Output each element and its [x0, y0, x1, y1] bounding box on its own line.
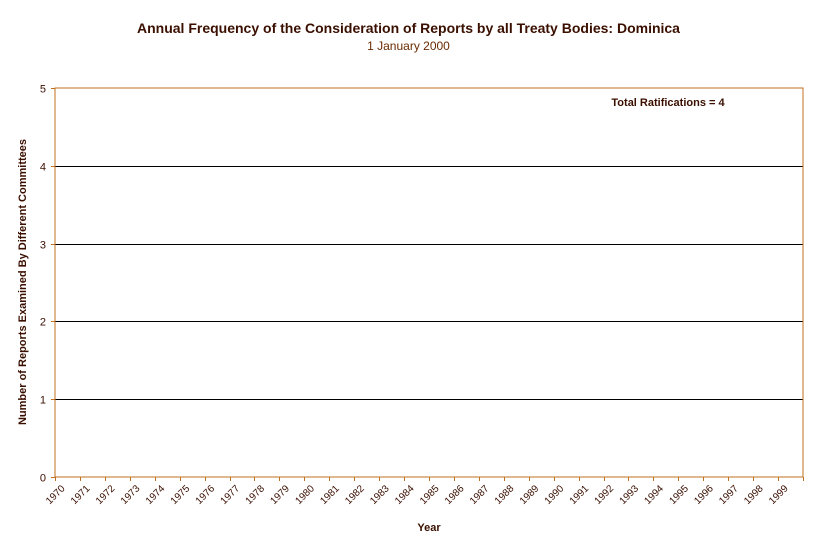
y-tick-label: 4 [40, 162, 46, 174]
x-tick-label: 1976 [194, 483, 218, 507]
x-tick-label: 1994 [642, 483, 666, 507]
x-tick-label: 1970 [44, 483, 68, 507]
y-tick-label: 0 [40, 473, 46, 485]
x-tick-label: 1972 [94, 483, 118, 507]
x-tick-label: 1978 [244, 483, 268, 507]
gridlines [55, 166, 803, 400]
x-tick-label: 1996 [692, 483, 716, 507]
y-tick-labels: 0 1 2 3 4 5 [40, 84, 46, 485]
x-tick-label: 1985 [418, 483, 442, 507]
x-tick-label: 1991 [568, 483, 592, 507]
y-tick-label: 1 [40, 395, 46, 407]
x-tick-label: 1983 [368, 483, 392, 507]
axes [51, 87, 804, 481]
x-tick-label: 1975 [169, 483, 193, 507]
x-tick-label: 1982 [343, 483, 367, 507]
x-tick-label: 1997 [717, 483, 741, 507]
x-tick-label: 1971 [69, 483, 93, 507]
x-tick-label: 1986 [443, 483, 467, 507]
chart-subtitle: 1 January 2000 [367, 39, 450, 53]
x-tick-label: 1980 [293, 483, 317, 507]
x-tick-label: 1987 [468, 483, 492, 507]
y-tick-label: 2 [40, 317, 46, 329]
chart-title: Annual Frequency of the Consideration of… [137, 20, 680, 36]
x-tick-label: 1988 [493, 483, 517, 507]
x-tick-label: 1981 [318, 483, 342, 507]
x-tick-label: 1984 [393, 483, 417, 507]
x-tick-label: 1977 [219, 483, 243, 507]
x-tick-label: 1998 [742, 483, 766, 507]
x-tick-label: 1974 [144, 483, 168, 507]
x-axis-label: Year [417, 522, 441, 534]
x-tick-label: 1989 [518, 483, 542, 507]
x-tick-label: 1992 [593, 483, 617, 507]
x-tick-label: 1993 [618, 483, 642, 507]
x-tick-label: 1990 [543, 483, 567, 507]
x-tick-label: 1973 [119, 483, 143, 507]
y-tick-label: 3 [40, 240, 46, 252]
y-axis-label: Number of Reports Examined By Different … [17, 139, 29, 425]
y-tick-label: 5 [40, 84, 46, 96]
x-tick-label: 1995 [667, 483, 691, 507]
total-ratifications-annotation: Total Ratifications = 4 [611, 97, 725, 109]
x-tick-label: 1999 [767, 483, 791, 507]
x-tick-label: 1979 [268, 483, 292, 507]
plot-frame [54, 87, 804, 478]
x-tick-labels: 1970 1971 1972 1973 1974 1975 1976 1977 1978 1979… [44, 483, 791, 507]
